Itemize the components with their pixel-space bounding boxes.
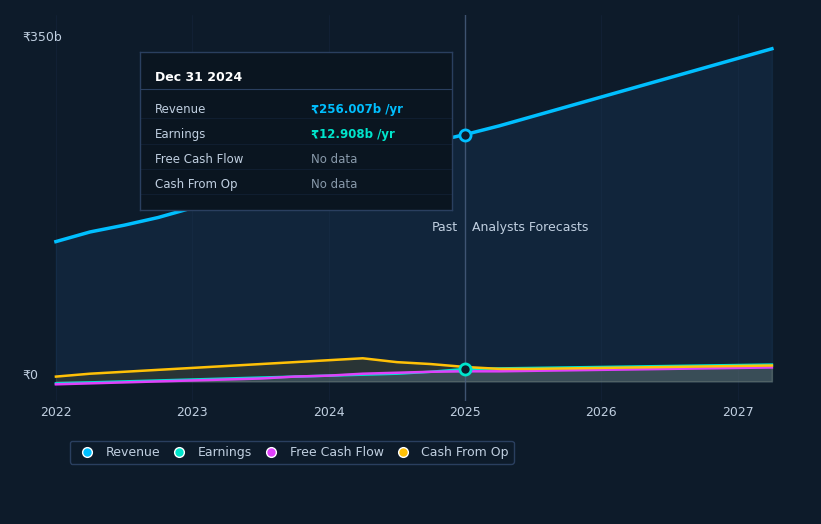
Text: Earnings: Earnings	[155, 128, 207, 141]
Text: Revenue: Revenue	[155, 103, 207, 116]
Text: ₹12.908b /yr: ₹12.908b /yr	[311, 128, 395, 141]
Text: Past: Past	[432, 221, 458, 234]
Text: No data: No data	[311, 153, 357, 166]
Text: Cash From Op: Cash From Op	[155, 178, 237, 191]
Text: ₹0: ₹0	[22, 368, 38, 381]
Text: ₹350b: ₹350b	[22, 31, 62, 44]
Text: ₹256.007b /yr: ₹256.007b /yr	[311, 103, 403, 116]
Text: Analysts Forecasts: Analysts Forecasts	[472, 221, 588, 234]
Text: No data: No data	[311, 178, 357, 191]
Legend: Revenue, Earnings, Free Cash Flow, Cash From Op: Revenue, Earnings, Free Cash Flow, Cash …	[70, 441, 514, 464]
Text: Dec 31 2024: Dec 31 2024	[155, 71, 242, 84]
Text: Free Cash Flow: Free Cash Flow	[155, 153, 244, 166]
